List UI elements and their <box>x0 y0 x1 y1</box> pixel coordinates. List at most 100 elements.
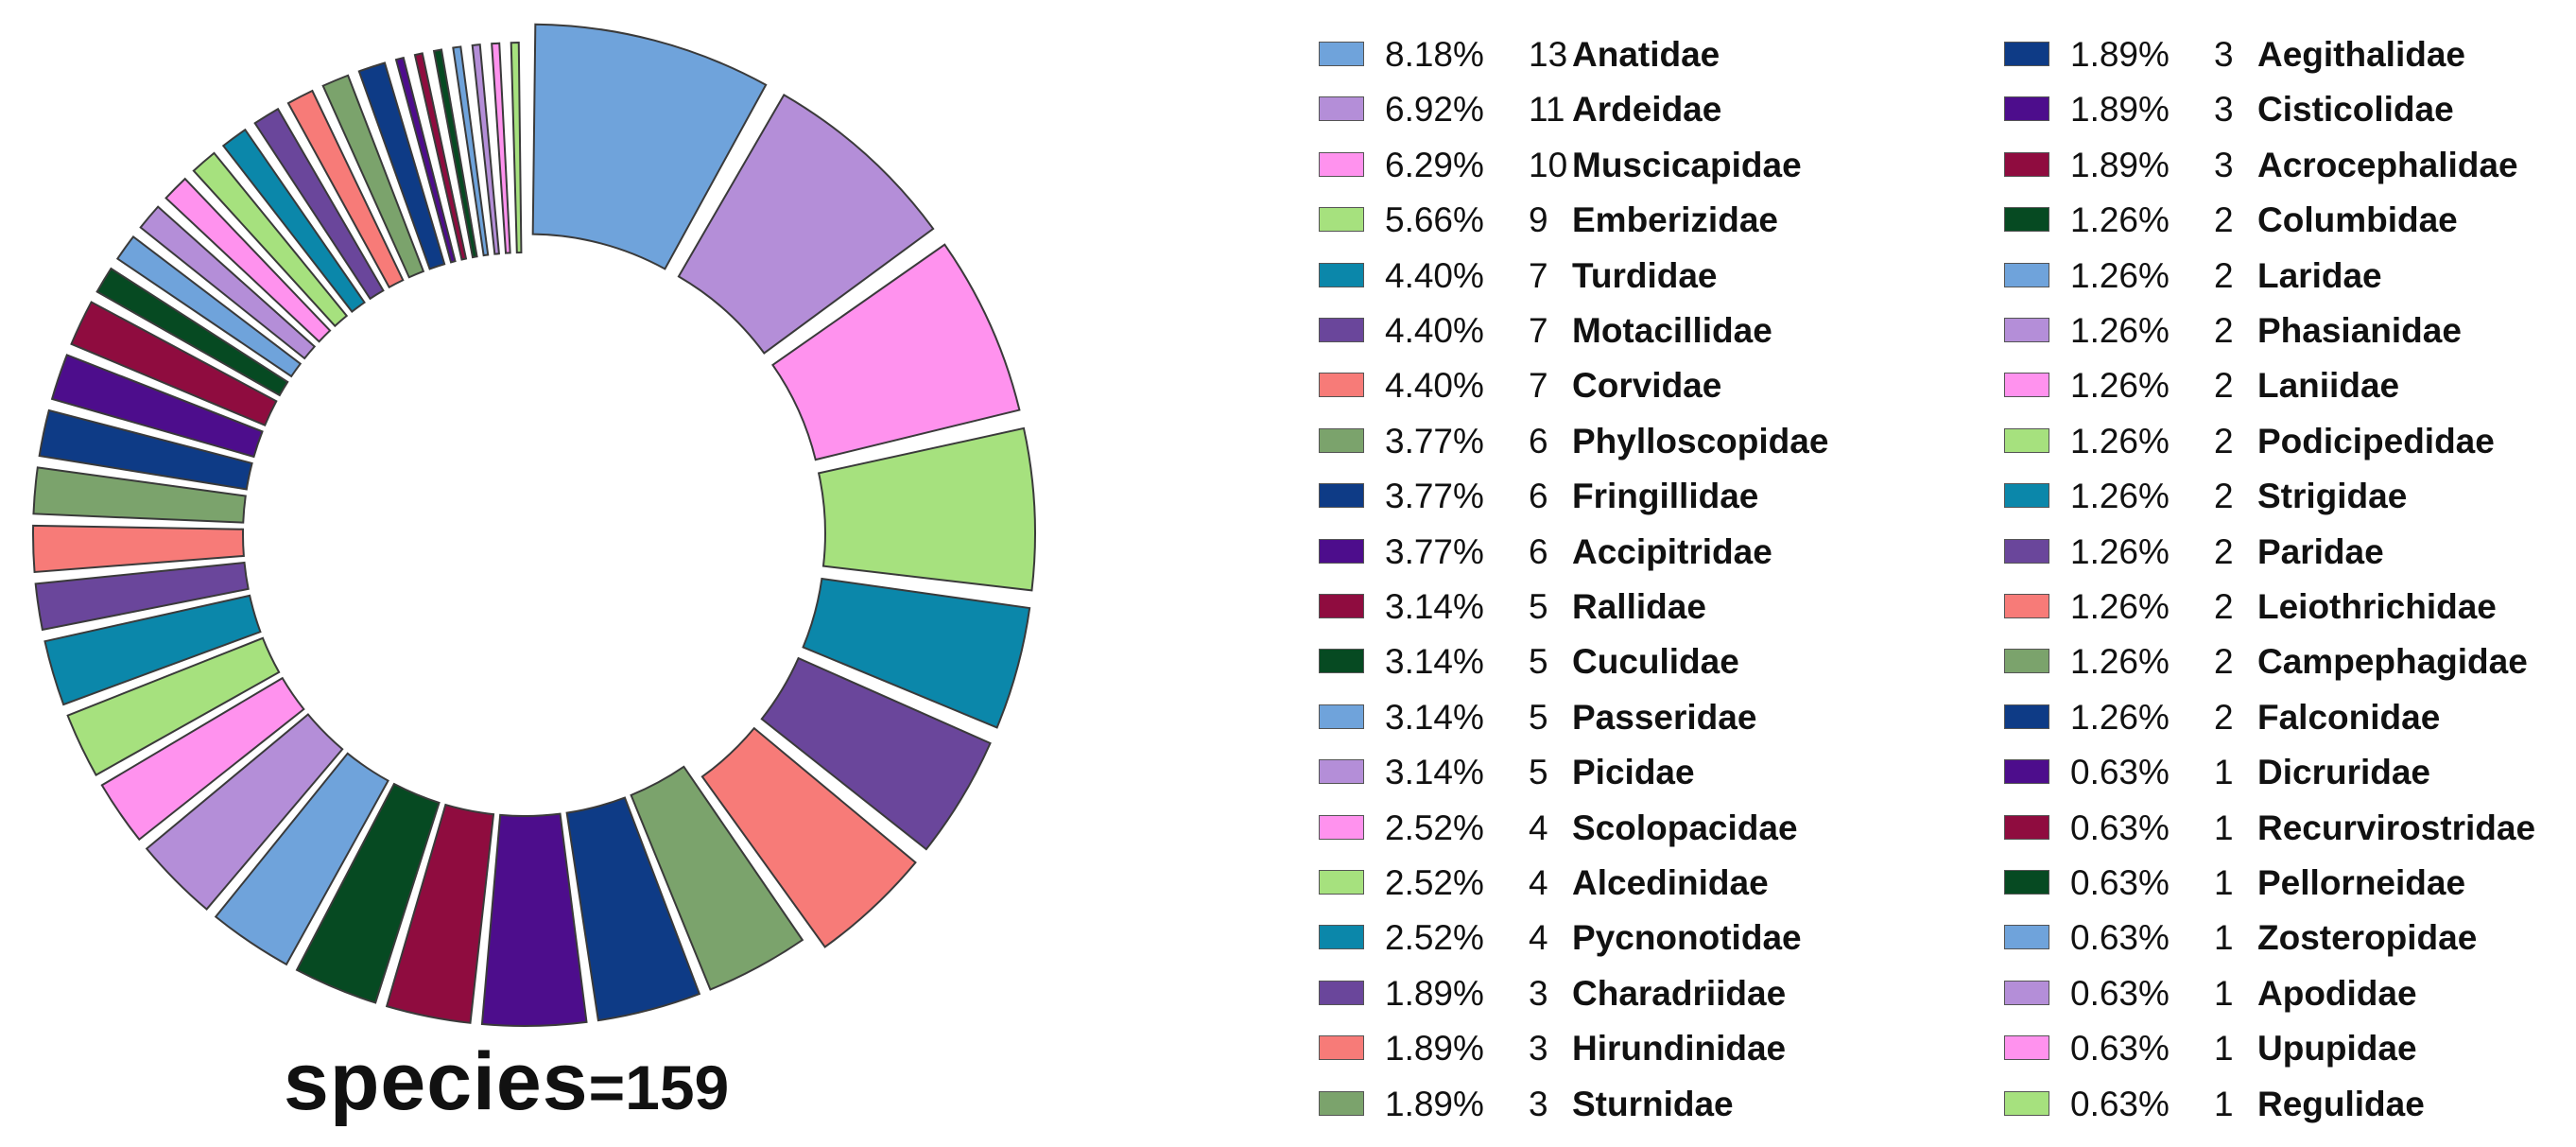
legend-count: 1 <box>2214 1084 2234 1123</box>
slice-muscicapidae <box>771 243 1021 461</box>
legend-count: 13 <box>1529 35 1568 74</box>
species-word: species <box>284 1036 589 1127</box>
legend-percent: 4.40% <box>1385 366 1484 406</box>
legend-family-name: Apodidae <box>2257 973 2417 1013</box>
legend-percent: 8.18% <box>1385 35 1484 74</box>
legend-count: 1 <box>2214 973 2234 1013</box>
legend-percent: 0.63% <box>2070 808 2170 847</box>
slice-hirundinidae <box>32 524 245 574</box>
slice-cisticolidae <box>50 354 264 459</box>
legend-family-name: Zosteropidae <box>2257 918 2478 958</box>
legend-swatch <box>1319 649 1364 674</box>
legend-count: 3 <box>2214 145 2234 184</box>
legend-swatch <box>2004 870 2049 895</box>
legend-family-name: Anatidae <box>1572 35 1720 74</box>
legend-family-name: Emberizidae <box>1572 200 1778 240</box>
slice-campephagidae <box>321 74 425 279</box>
legend-swatch <box>2004 704 2049 729</box>
legend-family-name: Laridae <box>2257 255 2382 295</box>
legend-swatch <box>1319 594 1364 618</box>
species-total-label: species=159 <box>284 1035 851 1129</box>
legend-percent: 1.26% <box>2070 311 2170 350</box>
legend-swatch <box>1319 318 1364 342</box>
legend-swatch <box>1319 1090 1364 1116</box>
legend-percent: 1.89% <box>1385 973 1484 1013</box>
legend-family-name: Scolopacidae <box>1572 808 1798 847</box>
legend-percent: 1.89% <box>1385 1084 1484 1123</box>
legend-count: 2 <box>2214 200 2234 240</box>
slice-recurvirostridae <box>413 52 468 261</box>
legend-swatch <box>1319 538 1364 564</box>
slice-fringillidae <box>565 796 701 1022</box>
legend-count: 7 <box>1529 255 1548 295</box>
legend-family-name: Muscicapidae <box>1572 145 1802 184</box>
legend-count: 3 <box>2214 90 2234 130</box>
legend-swatch <box>1319 207 1364 233</box>
slice-motacillidae <box>760 656 992 851</box>
slice-upupidae <box>491 42 511 254</box>
legend-percent: 1.89% <box>2070 145 2170 184</box>
legend-family-name: Motacillidae <box>1572 311 1772 350</box>
legend-count: 5 <box>1529 697 1548 737</box>
legend-family-name: Corvidae <box>1572 366 1722 406</box>
legend-swatch <box>2004 483 2049 509</box>
legend-family-name: Accipitridae <box>1572 531 1772 571</box>
legend-percent: 0.63% <box>2070 1084 2170 1123</box>
legend-percent: 0.63% <box>2070 753 2170 792</box>
legend-swatch <box>1319 427 1364 453</box>
legend-percent: 0.63% <box>2070 1029 2170 1069</box>
legend-swatch <box>1319 704 1364 729</box>
legend-swatch <box>2004 42 2049 66</box>
slice-acrocephalidae <box>70 301 278 427</box>
legend-percent: 1.89% <box>2070 35 2170 74</box>
slice-phasianidae <box>139 205 317 360</box>
legend-family-name: Dicruridae <box>2257 753 2431 792</box>
legend-percent: 4.40% <box>1385 255 1484 295</box>
legend-count: 1 <box>2214 808 2234 847</box>
legend-family-name: Podicipedidae <box>2257 421 2495 461</box>
slice-leiothrichidae <box>286 89 405 289</box>
legend-percent: 1.26% <box>2070 255 2170 295</box>
legend-count: 2 <box>2214 255 2234 295</box>
legend-swatch <box>2004 1090 2049 1116</box>
legend-count: 1 <box>2214 753 2234 792</box>
legend-percent: 1.26% <box>2070 642 2170 682</box>
slice-anatidae <box>531 23 768 270</box>
legend-count: 2 <box>2214 531 2234 571</box>
legend-family-name: Alcedinidae <box>1572 863 1769 902</box>
legend-family-name: Picidae <box>1572 753 1695 792</box>
legend-swatch <box>2004 538 2049 564</box>
slice-sturnidae <box>32 466 247 524</box>
legend-percent: 1.26% <box>2070 477 2170 516</box>
slice-alcedinidae <box>66 636 281 776</box>
slice-turdidae <box>802 577 1031 729</box>
legend-percent: 3.77% <box>1385 421 1484 461</box>
legend-count: 2 <box>2214 421 2234 461</box>
legend-count: 3 <box>1529 1029 1548 1069</box>
legend-swatch <box>1319 151 1364 177</box>
legend-percent: 1.26% <box>2070 587 2170 626</box>
legend-swatch <box>2004 427 2049 453</box>
slice-emberizidae <box>817 426 1036 592</box>
slice-podicipedidae <box>192 151 349 328</box>
legend-count: 2 <box>2214 366 2234 406</box>
legend-swatch <box>2004 814 2049 840</box>
legend-swatch <box>2004 151 2049 177</box>
legend-count: 9 <box>1529 200 1548 240</box>
legend-family-name: Columbidae <box>2257 200 2458 240</box>
legend-family-name: Sturnidae <box>1572 1084 1734 1123</box>
legend-count: 2 <box>2214 642 2234 682</box>
legend-count: 5 <box>1529 587 1548 626</box>
legend-count: 3 <box>1529 973 1548 1013</box>
legend-count: 4 <box>1529 918 1548 958</box>
legend-count: 3 <box>2214 35 2234 74</box>
slice-charadriidae <box>34 561 250 632</box>
legend-family-name: Rallidae <box>1572 587 1706 626</box>
legend-swatch <box>2004 980 2049 1005</box>
legend-family-name: Fringillidae <box>1572 477 1759 516</box>
legend-family-name: Cuculidae <box>1572 642 1739 682</box>
legend-swatch <box>1319 814 1364 840</box>
legend-swatch <box>2004 759 2049 785</box>
legend-swatch <box>2004 262 2049 287</box>
